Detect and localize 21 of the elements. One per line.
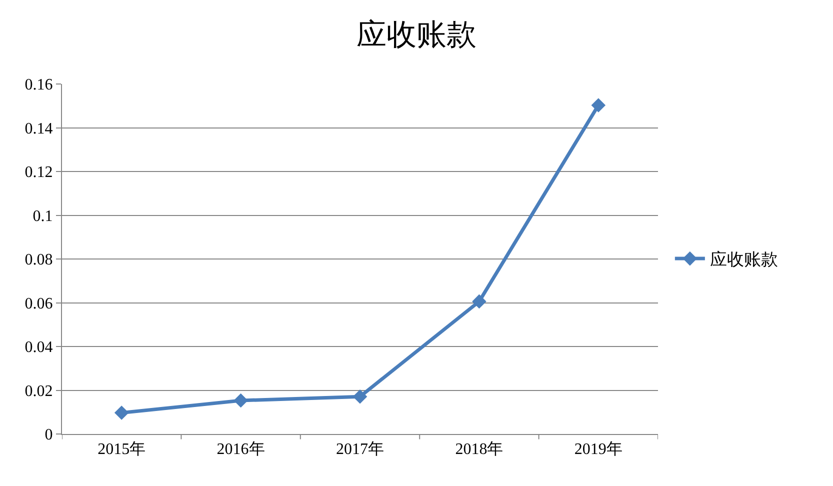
y-tick-label: 0.02 bbox=[24, 382, 53, 400]
y-tick-label: 0.06 bbox=[24, 295, 53, 312]
x-tick-label: 2016年 bbox=[216, 441, 265, 458]
x-tick-label: 2017年 bbox=[336, 441, 384, 458]
y-tick-label: 0.14 bbox=[24, 120, 53, 138]
x-tick-label: 2015年 bbox=[98, 441, 146, 458]
point bbox=[591, 98, 606, 112]
y-tick-label: 0.1 bbox=[32, 208, 53, 225]
point bbox=[234, 393, 248, 408]
y-tick-label: 0.12 bbox=[24, 164, 53, 182]
point bbox=[472, 294, 486, 309]
y-tick-label: 0 bbox=[44, 426, 53, 444]
y-tick-label: 0.16 bbox=[24, 76, 53, 94]
x-tick-label: 2019年 bbox=[574, 441, 622, 458]
x-tick-label: 2018年 bbox=[455, 441, 504, 458]
chart-title: 应收账款 bbox=[356, 18, 476, 52]
legend-label: 应收账款 bbox=[710, 250, 778, 270]
point bbox=[352, 389, 368, 404]
y-tick-label: 0.04 bbox=[24, 339, 53, 356]
y-tick-label: 0.08 bbox=[24, 252, 53, 269]
point bbox=[114, 406, 129, 420]
